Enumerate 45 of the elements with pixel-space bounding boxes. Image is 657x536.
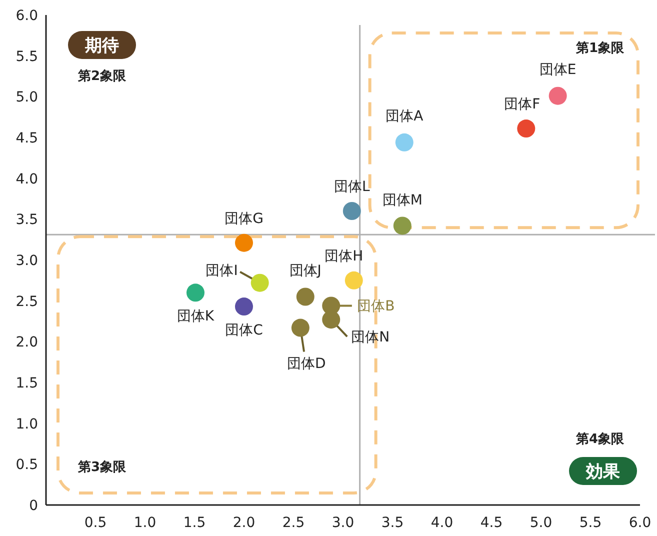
data-label: 団体F — [504, 96, 540, 113]
y-tick-label: 0 — [29, 498, 38, 514]
data-label: 団体L — [334, 179, 370, 195]
data-label: 団体A — [386, 108, 424, 124]
y-tick-label: 1.5 — [16, 376, 38, 392]
x-tick-label: 5.5 — [579, 515, 602, 531]
data-label: 団体J — [289, 262, 322, 279]
data-label: 団体G — [224, 210, 264, 227]
data-label: 団体D — [287, 356, 326, 372]
annotation: 期待 — [84, 36, 119, 56]
y-tick-label: 5.5 — [16, 48, 38, 65]
x-tick-label: 3.5 — [381, 515, 404, 531]
y-tick-label: 1.0 — [16, 416, 38, 432]
data-label: 団体I — [206, 262, 238, 279]
annotation: 効果 — [585, 462, 621, 482]
y-tick-label: 2.0 — [16, 334, 38, 351]
x-tick-label: 4.5 — [480, 515, 503, 531]
y-tick-label: 2.5 — [16, 294, 38, 310]
data-label: 団体B — [357, 298, 395, 315]
x-tick-label: 1.5 — [183, 515, 206, 531]
y-tick-label: 3.5 — [16, 212, 38, 228]
annotation: 第2象限 — [76, 69, 128, 84]
y-tick-label: 4.0 — [16, 171, 38, 188]
x-tick-label: 3.0 — [332, 515, 354, 531]
annotation: 第4象限 — [574, 432, 626, 447]
data-label: 団体E — [539, 62, 576, 78]
y-tick-label: 6.0 — [16, 8, 38, 24]
data-label: 団体N — [351, 330, 390, 346]
data-label: 団体C — [225, 322, 264, 339]
data-label: 団体K — [176, 308, 215, 325]
y-tick-label: 0.5 — [16, 457, 38, 474]
x-tick-label: 4.0 — [430, 515, 454, 531]
data-label: 団体M — [382, 192, 422, 209]
x-tick-label: 6.0 — [628, 515, 652, 531]
y-tick-label: 3.0 — [16, 253, 38, 269]
x-tick-label: 1.0 — [134, 515, 156, 531]
x-tick-label: 0.5 — [84, 515, 107, 531]
annotation: 第1象限 — [574, 41, 626, 56]
x-tick-label: 2.5 — [282, 515, 305, 531]
x-tick-label: 5.0 — [530, 515, 552, 531]
x-tick-label: 2.0 — [232, 515, 256, 531]
annotation: 第3象限 — [76, 460, 128, 475]
data-label: 団体H — [324, 248, 364, 264]
y-tick-label: 4.5 — [16, 130, 38, 146]
y-tick-label: 5.0 — [16, 90, 38, 106]
